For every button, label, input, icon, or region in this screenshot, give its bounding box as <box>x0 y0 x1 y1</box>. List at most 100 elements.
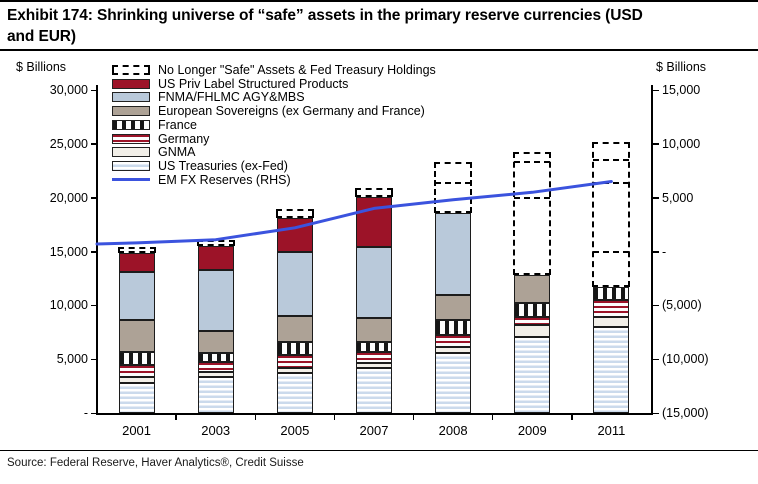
right-axis-tick-label: (10,000) <box>662 352 709 367</box>
no-longer-safe-divider-2011 <box>593 181 630 184</box>
right-axis-line <box>651 85 653 415</box>
right-axis-tick-label: (15,000) <box>662 406 709 420</box>
no-longer-safe-box-2008 <box>434 162 473 214</box>
bar-segment-ust-2001 <box>118 382 155 413</box>
title-underline <box>0 49 758 51</box>
left-axis-tick <box>91 412 97 414</box>
left-axis-tick-label: 30,000 <box>49 83 88 97</box>
bar-segment-ust-2003 <box>197 377 234 413</box>
left-axis-tick <box>91 304 97 307</box>
legend-swatch-ust-icon <box>112 160 150 171</box>
no-longer-safe-box-2007 <box>355 187 393 197</box>
no-longer-safe-divider-2011 <box>593 250 630 253</box>
left-axis-tick-label: 15,000 <box>49 244 88 259</box>
left-axis-tick-label: - <box>83 406 88 420</box>
bar-segment-germany-2001 <box>118 365 155 377</box>
no-longer-safe-divider-2011 <box>593 158 630 161</box>
right-axis-tick-label: 5,000 <box>662 190 694 205</box>
bar-segment-gnma-2007 <box>356 362 392 368</box>
top-border-line <box>0 0 758 2</box>
bar-segment-fnma-2007 <box>356 246 392 318</box>
legend-swatch-france-icon <box>112 119 150 130</box>
bar-segment-uspriv-2005 <box>276 217 313 253</box>
bar-segment-uspriv-2007 <box>356 196 392 247</box>
bar-segment-eursov-2001 <box>118 319 155 353</box>
left-axis-tick-label: 25,000 <box>49 136 88 151</box>
bar-segment-eursov-2005 <box>276 315 313 343</box>
legend-swatch-eursov-icon <box>112 106 150 117</box>
bar-segment-germany-2005 <box>276 355 313 369</box>
left-axis-line <box>96 85 98 415</box>
left-axis-tick <box>91 89 97 91</box>
bar-segment-fnma-2005 <box>276 252 313 316</box>
x-axis-label-2009: 2009 <box>517 423 547 438</box>
no-longer-safe-box-2011 <box>592 142 631 287</box>
bar-segment-gnma-2008 <box>435 346 472 353</box>
no-longer-safe-box-2005 <box>275 208 314 218</box>
legend-label: Germany <box>158 131 210 146</box>
bar-segment-germany-2007 <box>356 351 392 363</box>
bar-segment-ust-2011 <box>593 326 630 413</box>
bar-segment-fnma-2001 <box>118 271 155 320</box>
separator-line <box>0 450 758 451</box>
bar-segment-france-2007 <box>356 342 392 352</box>
legend-label: No Longer "Safe" Assets & Fed Treasury H… <box>158 63 436 77</box>
right-axis-tick <box>652 304 659 307</box>
no-longer-safe-box-2003 <box>196 240 235 246</box>
x-axis-label-2005: 2005 <box>280 423 310 438</box>
bar-segment-eursov-2003 <box>197 330 234 354</box>
x-axis-tick <box>333 413 336 420</box>
bar-segment-fnma-2008 <box>435 213 472 296</box>
right-axis-tick <box>652 358 659 361</box>
legend-label: France <box>158 117 197 132</box>
left-axis-units-label: $ Billions <box>16 60 67 74</box>
bar-segment-gnma-2001 <box>118 376 155 383</box>
bar-segment-germany-2009 <box>514 317 551 326</box>
x-axis-tick <box>175 413 177 420</box>
no-longer-safe-box-2009 <box>513 151 552 276</box>
left-axis-tick <box>91 251 97 253</box>
right-axis-tick <box>652 197 659 199</box>
x-axis-tick <box>412 413 415 420</box>
bar-segment-uspriv-2001 <box>118 253 155 272</box>
bar-segment-ust-2008 <box>435 352 472 413</box>
left-axis-tick-label: 20,000 <box>49 190 88 205</box>
no-longer-safe-divider-2009 <box>514 161 551 164</box>
x-axis-tick <box>491 413 494 420</box>
legend-label: US Priv Label Structured Products <box>158 76 349 91</box>
bar-segment-eursov-2007 <box>356 317 392 343</box>
bar-segment-france-2008 <box>435 319 472 335</box>
source-text: Source: Federal Reserve, Haver Analytics… <box>7 457 304 469</box>
right-axis-tick <box>652 89 659 91</box>
legend-label: FNMA/FHLMC AGY&MBS <box>158 90 305 105</box>
right-axis-units-label: $ Billions <box>656 60 707 74</box>
x-axis-label-2003: 2003 <box>201 423 231 438</box>
bar-segment-ust-2009 <box>514 337 551 413</box>
bar-segment-germany-2008 <box>435 334 472 347</box>
page-title: Exhibit 174: Shrinking universe of “safe… <box>7 7 643 45</box>
left-axis-tick <box>91 197 97 199</box>
bar-segment-gnma-2003 <box>197 372 234 378</box>
bar-segment-ust-2007 <box>356 367 392 413</box>
left-axis-tick-label: 10,000 <box>49 298 88 313</box>
right-axis-tick <box>652 412 659 414</box>
legend-swatch-fnma-icon <box>112 92 150 103</box>
bar-segment-germany-2011 <box>593 299 630 318</box>
left-axis-tick <box>91 143 97 145</box>
legend-swatch-gnma-icon <box>112 147 150 158</box>
left-axis-tick-label: 5,000 <box>56 352 88 367</box>
x-axis-line <box>96 413 653 415</box>
legend-swatch-dashed-icon <box>112 65 150 75</box>
bar-segment-uspriv-2003 <box>197 245 234 271</box>
x-axis-tick <box>571 413 573 420</box>
bar-segment-gnma-2011 <box>593 317 630 327</box>
right-axis-tick <box>652 251 659 253</box>
left-axis-tick <box>91 358 97 361</box>
right-axis-tick-label: (5,000) <box>662 298 702 313</box>
x-axis-label-2011: 2011 <box>597 423 626 438</box>
bar-segment-germany-2003 <box>197 362 234 373</box>
right-axis-tick-label: - <box>662 244 667 259</box>
x-axis-label-2008: 2008 <box>438 423 468 438</box>
bar-segment-france-2009 <box>514 303 551 318</box>
legend-label: European Sovereigns (ex Germany and Fran… <box>158 104 425 119</box>
